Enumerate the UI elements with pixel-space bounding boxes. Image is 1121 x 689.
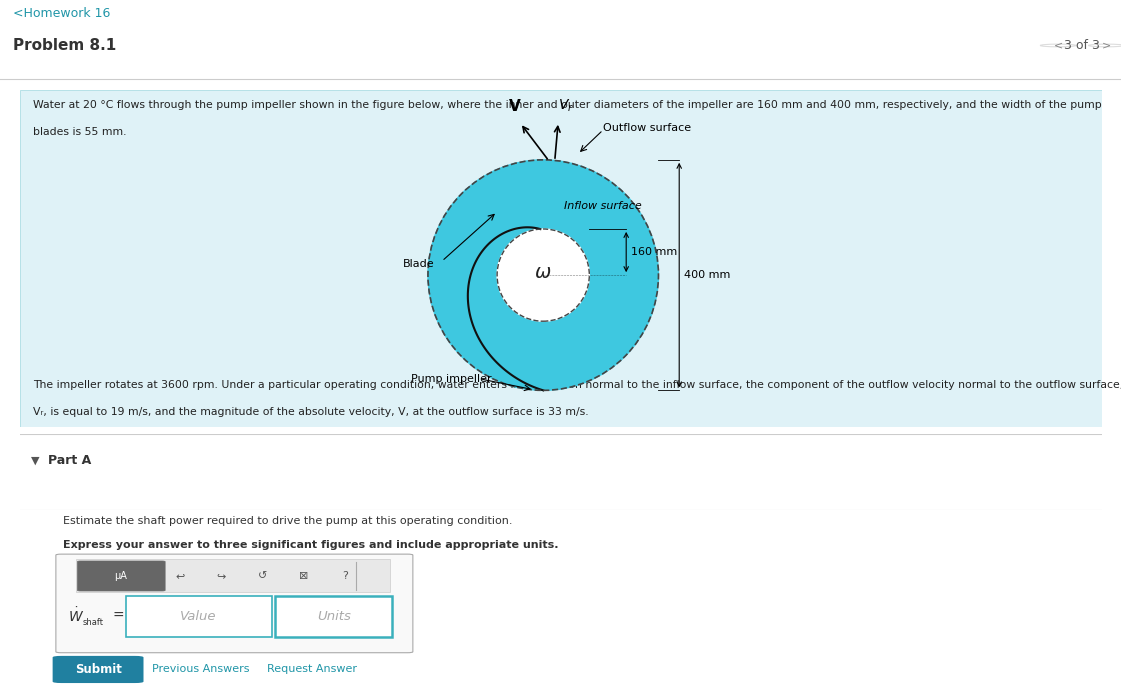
- Text: $\omega$: $\omega$: [535, 263, 552, 282]
- Text: Outflow surface: Outflow surface: [603, 123, 692, 132]
- Circle shape: [497, 229, 590, 321]
- Text: $V_r$: $V_r$: [558, 97, 574, 114]
- Text: $\dot{W}$: $\dot{W}$: [67, 606, 84, 625]
- Text: Value: Value: [180, 610, 217, 623]
- Text: >: >: [1102, 41, 1111, 50]
- Text: 160 mm: 160 mm: [631, 247, 677, 257]
- Text: 400 mm: 400 mm: [684, 270, 730, 280]
- FancyBboxPatch shape: [276, 596, 392, 637]
- FancyBboxPatch shape: [127, 596, 272, 637]
- Text: <: <: [1054, 41, 1063, 50]
- Text: Part A: Part A: [48, 454, 92, 467]
- Text: Pump impeller: Pump impeller: [410, 374, 491, 384]
- Text: Previous Answers: Previous Answers: [152, 664, 250, 675]
- Text: Vᵣ, is equal to 19 m/s, and the magnitude of the absolute velocity, V, at the ou: Vᵣ, is equal to 19 m/s, and the magnitud…: [34, 407, 589, 417]
- Text: ⊠: ⊠: [299, 571, 308, 581]
- Text: ↩: ↩: [176, 571, 185, 581]
- Text: Problem 8.1: Problem 8.1: [13, 38, 117, 53]
- FancyBboxPatch shape: [77, 561, 165, 591]
- FancyBboxPatch shape: [76, 559, 390, 593]
- Text: Express your answer to three significant figures and include appropriate units.: Express your answer to three significant…: [64, 540, 559, 551]
- Text: 3 of 3: 3 of 3: [1064, 39, 1100, 52]
- Text: =: =: [112, 608, 123, 623]
- Text: ▼: ▼: [31, 455, 39, 466]
- Circle shape: [428, 160, 658, 391]
- Text: ↺: ↺: [258, 571, 267, 581]
- Text: Submit: Submit: [75, 663, 121, 676]
- FancyBboxPatch shape: [53, 656, 143, 683]
- FancyBboxPatch shape: [56, 554, 413, 652]
- Text: shaft: shaft: [83, 619, 104, 628]
- Text: μA: μA: [114, 571, 127, 581]
- FancyBboxPatch shape: [20, 90, 1102, 427]
- Text: The impeller rotates at 3600 rpm. Under a particular operating condition, water : The impeller rotates at 3600 rpm. Under …: [34, 380, 1121, 390]
- Text: Water at 20 °C flows through the pump impeller shown in the figure below, where : Water at 20 °C flows through the pump im…: [34, 100, 1102, 110]
- Text: <Homework 16: <Homework 16: [13, 7, 111, 19]
- Text: ?: ?: [342, 571, 348, 581]
- Text: V: V: [509, 99, 520, 114]
- Text: Inflow surface: Inflow surface: [564, 201, 641, 211]
- Text: Units: Units: [317, 610, 351, 623]
- Text: ↪: ↪: [216, 571, 226, 581]
- Text: blades is 55 mm.: blades is 55 mm.: [34, 127, 127, 136]
- Text: Blade: Blade: [402, 258, 434, 269]
- Text: Request Answer: Request Answer: [267, 664, 356, 675]
- Text: Estimate the shaft power required to drive the pump at this operating condition.: Estimate the shaft power required to dri…: [64, 516, 513, 526]
